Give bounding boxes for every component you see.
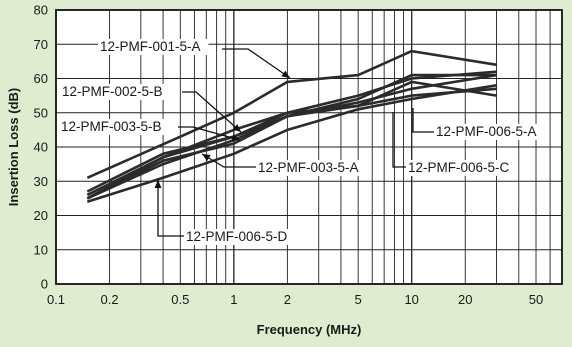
x-tick-label: 0.2 (100, 292, 118, 307)
y-tick-label: 0 (41, 277, 48, 292)
annotation-label-bg (60, 84, 171, 100)
series-lines (86, 49, 497, 204)
series-line (86, 87, 497, 200)
annotation-arrowhead (281, 70, 290, 78)
y-tick-label: 50 (34, 105, 48, 120)
x-tick-label: 1 (230, 292, 237, 307)
series-annotation-label: 12-PMF-006-5-A (436, 124, 537, 139)
y-tick-label: 20 (34, 208, 48, 223)
annotation-label-bg (59, 119, 170, 135)
y-tick-label: 40 (34, 140, 48, 155)
annotation-leader-line (201, 153, 256, 168)
x-tick-label: 0.5 (171, 292, 189, 307)
annotation-label-bg (184, 229, 295, 245)
annotation-label-bg (406, 160, 517, 176)
annotation-leader-line (412, 108, 434, 133)
x-tick-label: 20 (458, 292, 472, 307)
x-tick-label: 5 (355, 292, 362, 307)
series-annotation-label: 12-PMF-003-5-A (258, 160, 359, 175)
annotation-label-bg (256, 160, 367, 176)
x-tick-label: 2 (284, 292, 291, 307)
y-tick-label: 60 (34, 71, 48, 86)
y-tick-label: 30 (34, 174, 48, 189)
series-annotation-label: 12-PMF-001-5-A (100, 39, 201, 54)
series-annotation-label: 12-PMF-006-5-D (186, 229, 288, 244)
plot-frame (55, 9, 563, 285)
x-tick-label: 0.1 (47, 292, 65, 307)
x-tick-label: 10 (404, 292, 418, 307)
annotation-leader-line (178, 126, 241, 141)
annotations: 12-PMF-001-5-A 12-PMF-002-5-B 12-PMF-003-5… (59, 39, 545, 245)
x-tick-label: 50 (529, 292, 543, 307)
y-tick-label: 70 (34, 37, 48, 52)
annotation-arrowhead (232, 124, 241, 132)
x-axis-title: Frequency (MHz) (257, 322, 362, 337)
y-tick-label: 80 (34, 3, 48, 18)
y-axis-title: Insertion Loss (dB) (6, 88, 21, 206)
annotation-arrowhead (154, 180, 162, 188)
series-annotation-label: 12-PMF-003-5-B (61, 119, 162, 134)
annotation-leader-line (222, 48, 291, 79)
annotation-label-bg (98, 39, 209, 55)
annotation-leader-line (182, 91, 242, 133)
series-line (86, 84, 497, 204)
series-line (86, 49, 497, 179)
y-tick-label: 10 (34, 242, 48, 257)
series-annotation-label: 12-PMF-006-5-C (408, 160, 510, 175)
tick-labels: 0.1 0.2 0.5 1 2 5 10 20 50 0 10 20 30 40 50 60 70 80 (34, 3, 544, 308)
annotation-leader-line (157, 180, 184, 237)
annotation-label-bg (434, 124, 545, 140)
annotation-leader-line (392, 112, 406, 168)
annotation-arrowhead (231, 134, 240, 142)
series-annotation-label: 12-PMF-002-5-B (62, 84, 163, 99)
annotation-arrowhead (202, 154, 211, 162)
series-line (86, 73, 497, 200)
